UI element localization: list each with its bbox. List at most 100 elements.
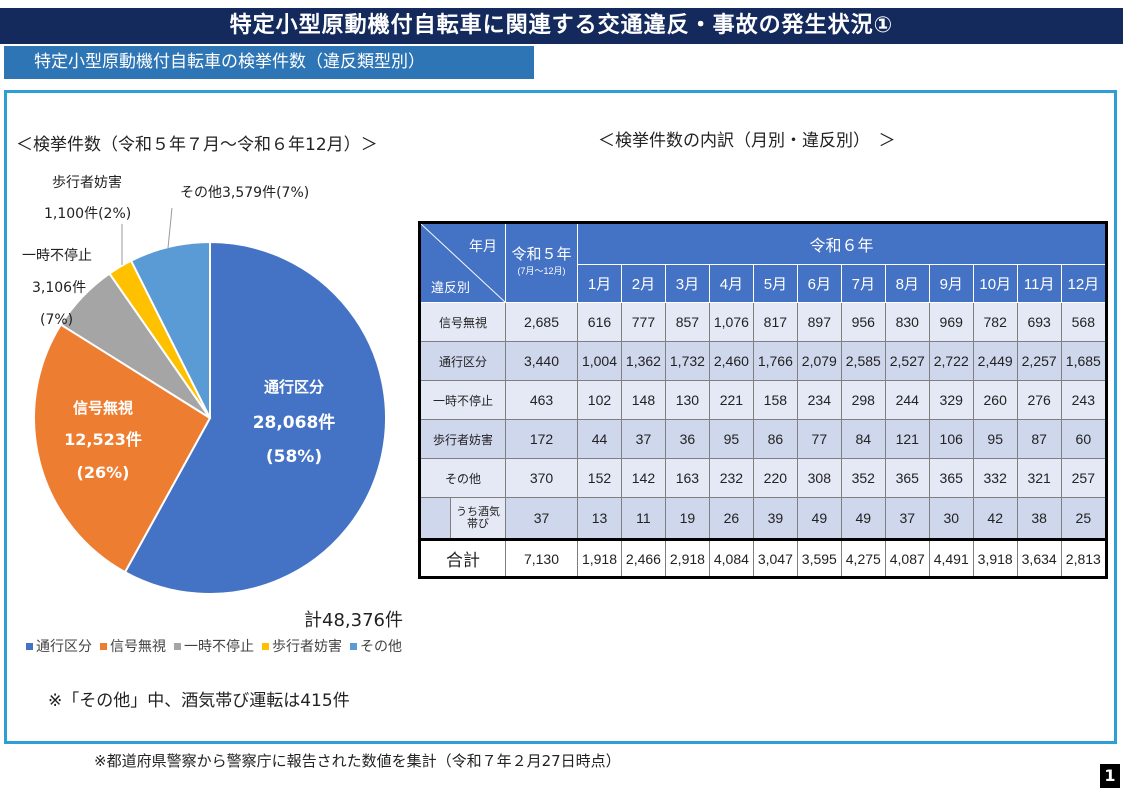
cell-month-11: 276 (1016, 380, 1062, 420)
legend-label-0: 通行区分 (36, 639, 92, 655)
table-row: 通行区分 3,440 1,004 1,362 1,732 2,460 1,766 2,079 2… (419, 341, 1108, 381)
page-title: 特定小型原動機付自転車に関連する交通違反・事故の発生状況① (0, 8, 1123, 44)
cell-month-9: 365 (928, 458, 974, 498)
cell-month-3: 857 (664, 302, 710, 342)
cell-month-3: 36 (664, 419, 710, 459)
cell-month-6: 2,079 (796, 341, 842, 381)
legend-swatch-1 (100, 642, 107, 650)
pie-label-ichiji-name: 一時不停止 (22, 247, 92, 264)
cell-month-9: 30 (928, 497, 974, 540)
header-month-1: 1月 (577, 264, 622, 303)
cell-month-10: 95 (972, 419, 1018, 459)
cell-month-9: 4,491 (928, 538, 974, 578)
header-reiwa5-sub: (7月～12月) (517, 266, 566, 276)
pie-slice-1 (33, 323, 212, 574)
table-row: 一時不停止 463 102 148 130 221 158 234 298 244 329 260 27… (419, 380, 1108, 420)
cell-month-3: 163 (664, 458, 710, 498)
cell-month-8: 365 (884, 458, 930, 498)
table-row: 信号無視 2,685 616 777 857 1,076 817 897 956 830 969 78… (419, 302, 1108, 342)
header-month-9: 9月 (928, 264, 974, 303)
pie-label-other: その他3,579件(7%) (180, 185, 309, 201)
cell-r5: 463 (505, 380, 578, 420)
cell-month-7: 84 (840, 419, 886, 459)
legend-item-2: 一時不停止 (174, 636, 254, 656)
pie-label-tsuko-name: 通行区分 (264, 378, 324, 396)
pie-legend: 通行区分 信号無視 一時不停止 歩行者妨害 その他 (26, 636, 402, 656)
legend-label-2: 一時不停止 (184, 639, 254, 655)
pie-label-tsuko-count: 28,068件 (253, 412, 336, 433)
pie-label-hokosha-name: 歩行者妨害 (52, 175, 122, 191)
cell-month-11: 693 (1016, 302, 1062, 342)
cell-month-11: 87 (1016, 419, 1062, 459)
cell-month-11: 2,257 (1016, 341, 1062, 381)
cell-month-12: 60 (1060, 419, 1108, 459)
row-label: その他 (419, 458, 506, 498)
cell-month-1: 44 (577, 419, 622, 459)
cell-month-8: 37 (884, 497, 930, 540)
cell-month-1: 102 (577, 380, 622, 420)
legend-label-1: 信号無視 (110, 639, 166, 655)
cell-month-1: 1,004 (577, 341, 622, 381)
cell-month-12: 243 (1060, 380, 1108, 420)
legend-item-1: 信号無視 (100, 636, 166, 656)
cell-month-9: 969 (928, 302, 974, 342)
cell-month-9: 106 (928, 419, 974, 459)
cell-month-1: 616 (577, 302, 622, 342)
leader-line-other (167, 207, 173, 249)
corner-label-year-month: 年月 (469, 238, 497, 254)
cell-month-3: 1,732 (664, 341, 710, 381)
cell-month-5: 39 (752, 497, 798, 540)
pie-label-ichiji-count: 3,106件 (32, 280, 86, 296)
cell-month-5: 220 (752, 458, 798, 498)
cell-month-7: 49 (840, 497, 886, 540)
table-row-total: 合計 7,130 1,918 2,466 2,918 4,084 3,047 3,595 4,2… (419, 538, 1108, 578)
cell-month-7: 352 (840, 458, 886, 498)
cell-month-10: 3,918 (972, 538, 1018, 578)
row-label: 信号無視 (419, 302, 506, 342)
cell-month-1: 1,918 (577, 538, 622, 578)
cell-month-10: 42 (972, 497, 1018, 540)
header-month-5: 5月 (752, 264, 798, 303)
cell-month-11: 38 (1016, 497, 1062, 540)
cell-r5: 370 (505, 458, 578, 498)
pie-slice-4 (129, 240, 211, 419)
cell-month-12: 568 (1060, 302, 1108, 342)
pie-label-shingo-name: 信号無視 (73, 399, 133, 417)
cell-month-2: 148 (620, 380, 666, 420)
cell-month-10: 782 (972, 302, 1018, 342)
legend-swatch-2 (174, 642, 181, 650)
pie-label-ichiji-pct: (7%) (40, 312, 73, 328)
cell-month-4: 26 (708, 497, 754, 540)
cell-month-8: 830 (884, 302, 930, 342)
pie-chart-heading: ＜検挙件数（令和５年７月～令和６年12月）＞ (16, 135, 378, 155)
cell-month-7: 298 (840, 380, 886, 420)
footnote-text: ※都道府県警察から警察庁に報告された数値を集計（令和７年２月27日時点） (94, 752, 621, 770)
note-text: ※「その他」中、酒気帯び運転は415件 (48, 691, 350, 711)
cell-month-2: 37 (620, 419, 666, 459)
cell-month-7: 4,275 (840, 538, 886, 578)
legend-item-0: 通行区分 (26, 636, 92, 656)
cell-month-6: 3,595 (796, 538, 842, 578)
cell-month-11: 3,634 (1016, 538, 1062, 578)
cell-month-12: 257 (1060, 458, 1108, 498)
cell-month-2: 1,362 (620, 341, 666, 381)
cell-month-8: 121 (884, 419, 930, 459)
cell-month-12: 2,813 (1060, 538, 1108, 578)
header-month-12: 12月 (1060, 264, 1108, 303)
header-reiwa5: 令和５年 (7月～12月) (505, 222, 578, 303)
cell-month-1: 152 (577, 458, 622, 498)
cell-month-6: 897 (796, 302, 842, 342)
cell-month-2: 142 (620, 458, 666, 498)
legend-item-3: 歩行者妨害 (262, 636, 342, 656)
legend-swatch-4 (350, 642, 357, 650)
cell-r5: 2,685 (505, 302, 578, 342)
cell-month-8: 4,087 (884, 538, 930, 578)
legend-label-3: 歩行者妨害 (272, 639, 342, 655)
header-month-11: 11月 (1016, 264, 1062, 303)
table-row-sub: うち酒気帯び 37 13 11 19 26 39 49 49 37 30 42 38 25 (419, 497, 1108, 540)
legend-swatch-3 (262, 642, 269, 650)
page-number: 1 (1100, 764, 1120, 788)
cell-month-7: 956 (840, 302, 886, 342)
header-month-6: 6月 (796, 264, 842, 303)
